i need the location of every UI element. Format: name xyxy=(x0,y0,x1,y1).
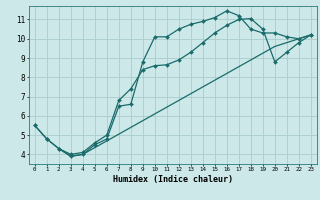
X-axis label: Humidex (Indice chaleur): Humidex (Indice chaleur) xyxy=(113,175,233,184)
